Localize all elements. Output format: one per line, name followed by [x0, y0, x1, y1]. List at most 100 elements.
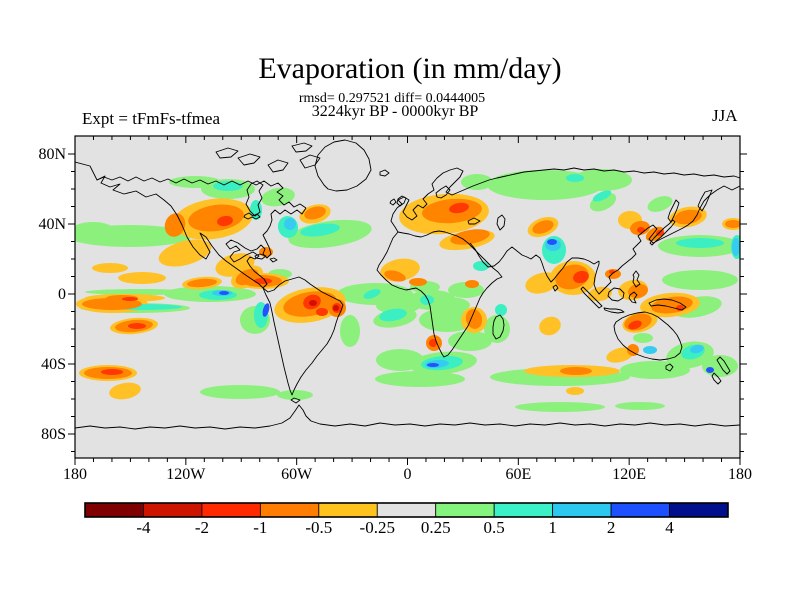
anomaly-blob — [566, 387, 584, 395]
colorbar: -4 -2 -1 -0.5 -0.25 0.25 0.5 1 2 4 — [84, 502, 729, 537]
anomaly-blob — [200, 385, 280, 399]
coastline-path — [580, 286, 603, 309]
anomaly-blob — [217, 215, 233, 227]
anomaly-blob — [566, 174, 584, 182]
anomaly-blob — [375, 371, 465, 387]
coastline-path — [225, 207, 307, 289]
colorbar-label: -4 — [136, 518, 151, 537]
anomaly-blob — [555, 264, 589, 290]
coastline-path — [291, 142, 313, 153]
coastline-path — [96, 176, 307, 209]
coastline-path — [237, 153, 261, 166]
anomaly-blob — [376, 349, 424, 371]
colorbar-label: 0.5 — [484, 518, 505, 537]
x-tick-label: 180 — [63, 466, 87, 483]
coastline-path — [613, 311, 683, 361]
coastline-path — [389, 198, 397, 206]
anomaly-blob — [674, 209, 702, 225]
coastline-path — [245, 180, 264, 217]
anomaly-blob — [532, 220, 554, 234]
colorbar-segment — [259, 502, 320, 518]
anomaly-blob — [92, 263, 128, 273]
coastline-path — [376, 230, 503, 358]
colorbar-label: -0.5 — [305, 518, 332, 537]
colorbar-segment — [610, 502, 670, 518]
anomaly-blob — [547, 239, 557, 245]
coastline-path — [467, 217, 481, 225]
coastline-path — [435, 185, 451, 199]
anomaly-blob — [85, 289, 195, 295]
period-line: 3224kyr BP - 0000kyr BP — [311, 103, 479, 120]
anomaly-blob — [449, 202, 469, 214]
anomaly-blob — [262, 303, 270, 317]
anomaly-blob — [235, 268, 259, 286]
anomaly-blob — [525, 272, 559, 294]
anomaly-blob — [277, 390, 313, 400]
x-tick-label: 120W — [166, 466, 206, 483]
colorbar-label: 0.25 — [421, 518, 451, 537]
anomaly-blob — [725, 220, 740, 228]
coastline-path — [648, 298, 687, 311]
anomaly-blob — [304, 206, 326, 220]
colorbar-segment — [201, 502, 261, 518]
anomaly-blob — [539, 316, 561, 336]
coastline-path — [628, 291, 638, 304]
anomaly-blob — [676, 305, 684, 311]
coastline-path — [469, 242, 600, 283]
chart-title: Evaporation (in mm/day) — [258, 52, 562, 85]
colorbar-segment — [493, 502, 554, 518]
anomaly-blob — [309, 300, 317, 306]
y-tick-label: 80S — [41, 426, 66, 443]
coastline-path — [314, 139, 372, 192]
anomaly-blob — [732, 238, 740, 256]
anomaly-blob — [573, 270, 589, 284]
anomaly-blob — [300, 223, 340, 237]
coastline-path — [267, 159, 289, 173]
axis-ticks — [68, 136, 747, 465]
colorbar-label: -2 — [195, 518, 209, 537]
anomaly-blob — [379, 308, 407, 322]
anomaly-blob — [628, 320, 642, 330]
anomaly-blob — [384, 270, 406, 282]
colorbar-label: 2 — [607, 518, 616, 537]
coastlines — [75, 139, 740, 430]
coastline-path — [243, 212, 261, 220]
y-tick-label: 40N — [38, 216, 66, 233]
anomaly-blob — [643, 346, 657, 354]
colorbar-segment — [84, 502, 144, 518]
anomaly-blob — [647, 196, 673, 212]
anomaly-blob — [676, 238, 724, 248]
anomaly-blob — [316, 308, 328, 316]
coastline-path — [632, 270, 641, 288]
anomaly-blob — [128, 323, 146, 329]
anomaly-blob — [122, 297, 138, 301]
coastline-path — [716, 356, 731, 375]
x-tick-label: 120E — [612, 466, 646, 483]
colorbar-segment — [143, 502, 203, 518]
coastline-path — [290, 397, 301, 404]
anomaly-blob — [495, 304, 507, 316]
coastline-path — [607, 287, 625, 302]
colorbar-label: 4 — [665, 518, 674, 537]
anomaly-blob — [461, 174, 493, 190]
coastline-path — [396, 195, 407, 207]
anomaly-blobs — [75, 169, 740, 412]
anomaly-blob — [340, 315, 360, 347]
anomaly-blob — [633, 333, 653, 343]
anomaly-blob — [606, 347, 634, 363]
colorbar-segment — [318, 502, 378, 518]
colorbar-segment — [552, 502, 612, 518]
anomaly-blob — [333, 305, 339, 311]
axis-labels: 180 120W 60W 0 60E 120E 180 80N 40N 0 40S 80S — [38, 146, 752, 483]
coastline-path — [269, 257, 278, 263]
anomaly-blob — [429, 339, 437, 347]
season-label: JJA — [712, 106, 738, 125]
colorbar-segment — [435, 502, 495, 518]
anomaly-blob — [82, 298, 142, 310]
colorbar-label: 1 — [548, 518, 557, 537]
anomaly-blob — [75, 222, 115, 240]
anomaly-blob — [261, 187, 295, 207]
anomaly-blob — [158, 239, 212, 267]
